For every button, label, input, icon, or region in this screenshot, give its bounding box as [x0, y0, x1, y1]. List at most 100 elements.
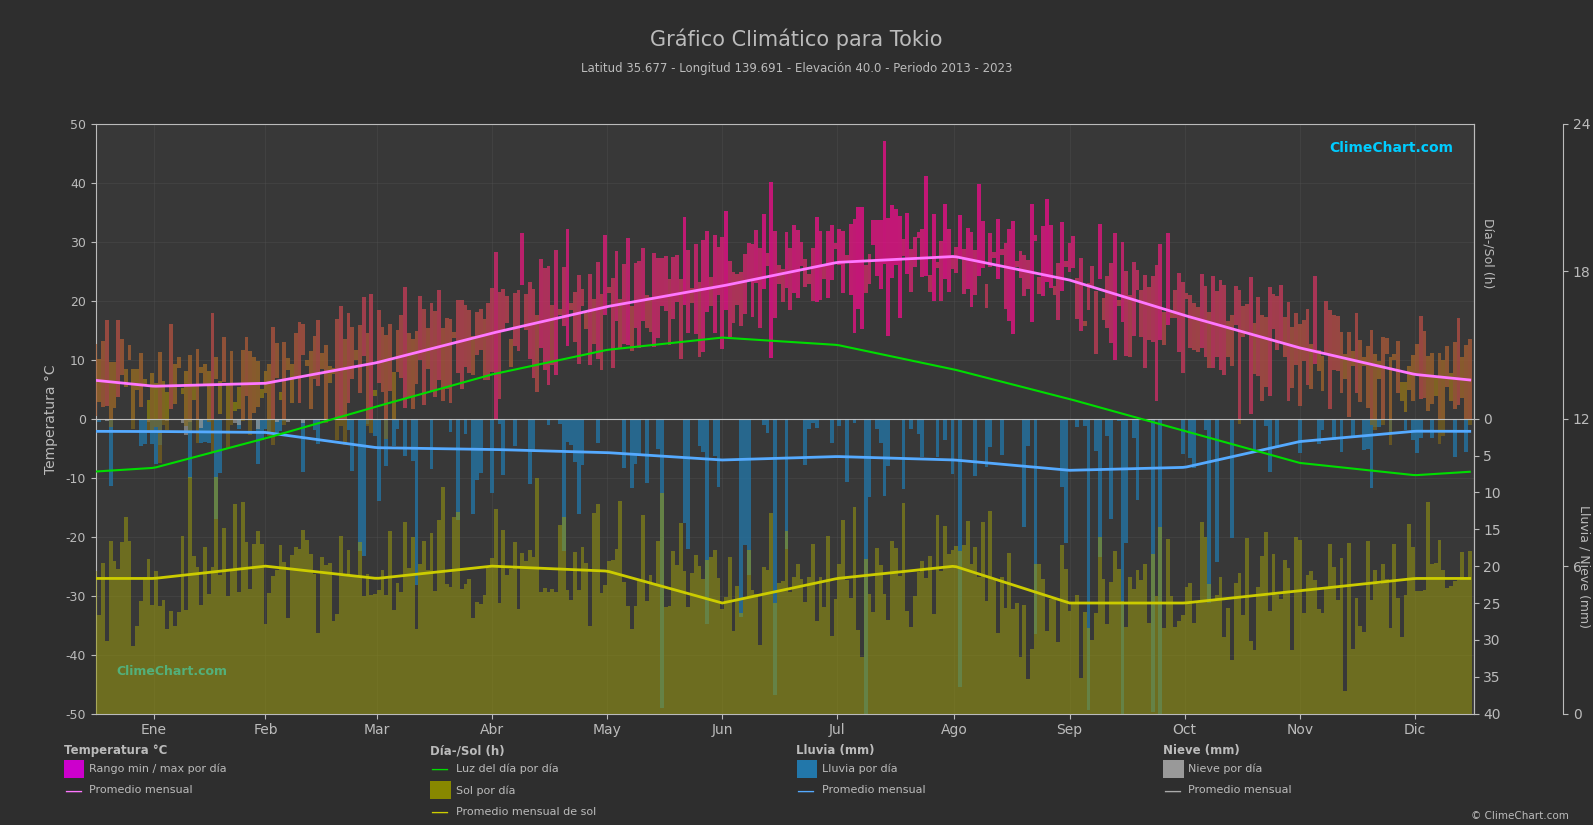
Bar	[354, 575, 358, 714]
Bar	[441, 487, 444, 714]
Bar	[910, 627, 913, 714]
Bar	[260, 419, 263, 440]
Bar	[408, 333, 411, 397]
Bar	[505, 575, 510, 714]
Bar	[532, 419, 535, 450]
Bar	[113, 362, 116, 408]
Bar	[1015, 262, 1018, 267]
Bar	[886, 218, 890, 336]
Bar	[276, 343, 279, 378]
Bar	[653, 252, 656, 346]
Bar	[1365, 346, 1370, 408]
Bar	[706, 419, 709, 625]
Bar	[596, 504, 599, 714]
Bar	[773, 231, 777, 318]
Bar	[365, 574, 370, 714]
Bar	[1048, 599, 1053, 714]
Bar	[414, 419, 419, 585]
Bar	[1067, 243, 1072, 272]
Bar	[384, 335, 389, 419]
Bar	[706, 231, 709, 312]
Bar	[551, 589, 554, 714]
Bar	[883, 141, 886, 264]
Bar	[1348, 332, 1351, 417]
Bar	[335, 319, 339, 419]
Bar	[226, 596, 229, 714]
Bar	[1150, 419, 1155, 712]
Bar	[408, 568, 411, 714]
Bar	[472, 337, 475, 375]
Bar	[1373, 419, 1378, 427]
Bar	[1155, 596, 1158, 714]
Bar	[1026, 419, 1031, 446]
Bar	[1000, 249, 1004, 255]
Bar	[1056, 642, 1061, 714]
Bar	[660, 419, 664, 708]
Bar	[395, 329, 400, 371]
Bar	[177, 611, 180, 714]
Bar	[637, 419, 640, 454]
Bar	[761, 214, 766, 289]
Bar	[679, 279, 683, 359]
Bar	[1329, 310, 1332, 409]
Bar	[1222, 637, 1227, 714]
Bar	[623, 264, 626, 344]
Bar	[486, 568, 491, 714]
Bar	[1106, 276, 1109, 328]
Bar	[588, 274, 593, 365]
Bar	[1309, 343, 1313, 389]
Bar	[838, 564, 841, 714]
Bar	[1317, 350, 1321, 370]
Bar	[467, 309, 472, 374]
Bar	[433, 592, 436, 714]
Bar	[1238, 573, 1241, 714]
Bar	[739, 272, 742, 326]
Bar	[403, 287, 408, 408]
Bar	[1004, 243, 1007, 309]
Bar	[742, 597, 747, 714]
Bar	[1136, 570, 1139, 714]
Bar	[279, 545, 282, 714]
Bar	[1109, 263, 1114, 343]
Bar	[879, 565, 883, 714]
Bar	[260, 544, 263, 714]
Bar	[1343, 354, 1348, 379]
Bar	[169, 610, 174, 714]
Bar	[1238, 419, 1241, 425]
Bar	[513, 293, 516, 346]
Bar	[773, 419, 777, 695]
Bar	[890, 205, 894, 278]
Bar	[276, 419, 279, 435]
Bar	[119, 339, 124, 375]
Bar	[155, 384, 158, 419]
Bar	[1034, 564, 1037, 714]
Bar	[1196, 307, 1200, 351]
Bar	[1045, 631, 1048, 714]
Bar	[249, 588, 252, 714]
Bar	[566, 591, 569, 714]
Bar	[384, 419, 389, 439]
Bar	[210, 313, 215, 419]
Bar	[1109, 419, 1114, 519]
Bar	[1461, 357, 1464, 398]
Bar	[116, 320, 119, 398]
Bar	[436, 520, 441, 714]
Bar	[306, 361, 309, 366]
Bar	[875, 419, 879, 429]
Bar	[883, 594, 886, 714]
Bar	[1431, 419, 1434, 437]
Bar	[358, 419, 362, 551]
Bar	[256, 361, 260, 408]
Bar	[554, 592, 558, 714]
Bar	[234, 504, 237, 714]
Bar	[1321, 356, 1324, 390]
Bar	[1169, 596, 1174, 714]
Text: Promedio mensual: Promedio mensual	[1188, 785, 1292, 795]
Bar	[335, 419, 339, 440]
Bar	[449, 419, 452, 431]
Bar	[916, 233, 921, 238]
Bar	[1075, 278, 1078, 318]
Bar	[472, 618, 475, 714]
Bar	[127, 345, 132, 360]
Bar	[215, 356, 218, 380]
